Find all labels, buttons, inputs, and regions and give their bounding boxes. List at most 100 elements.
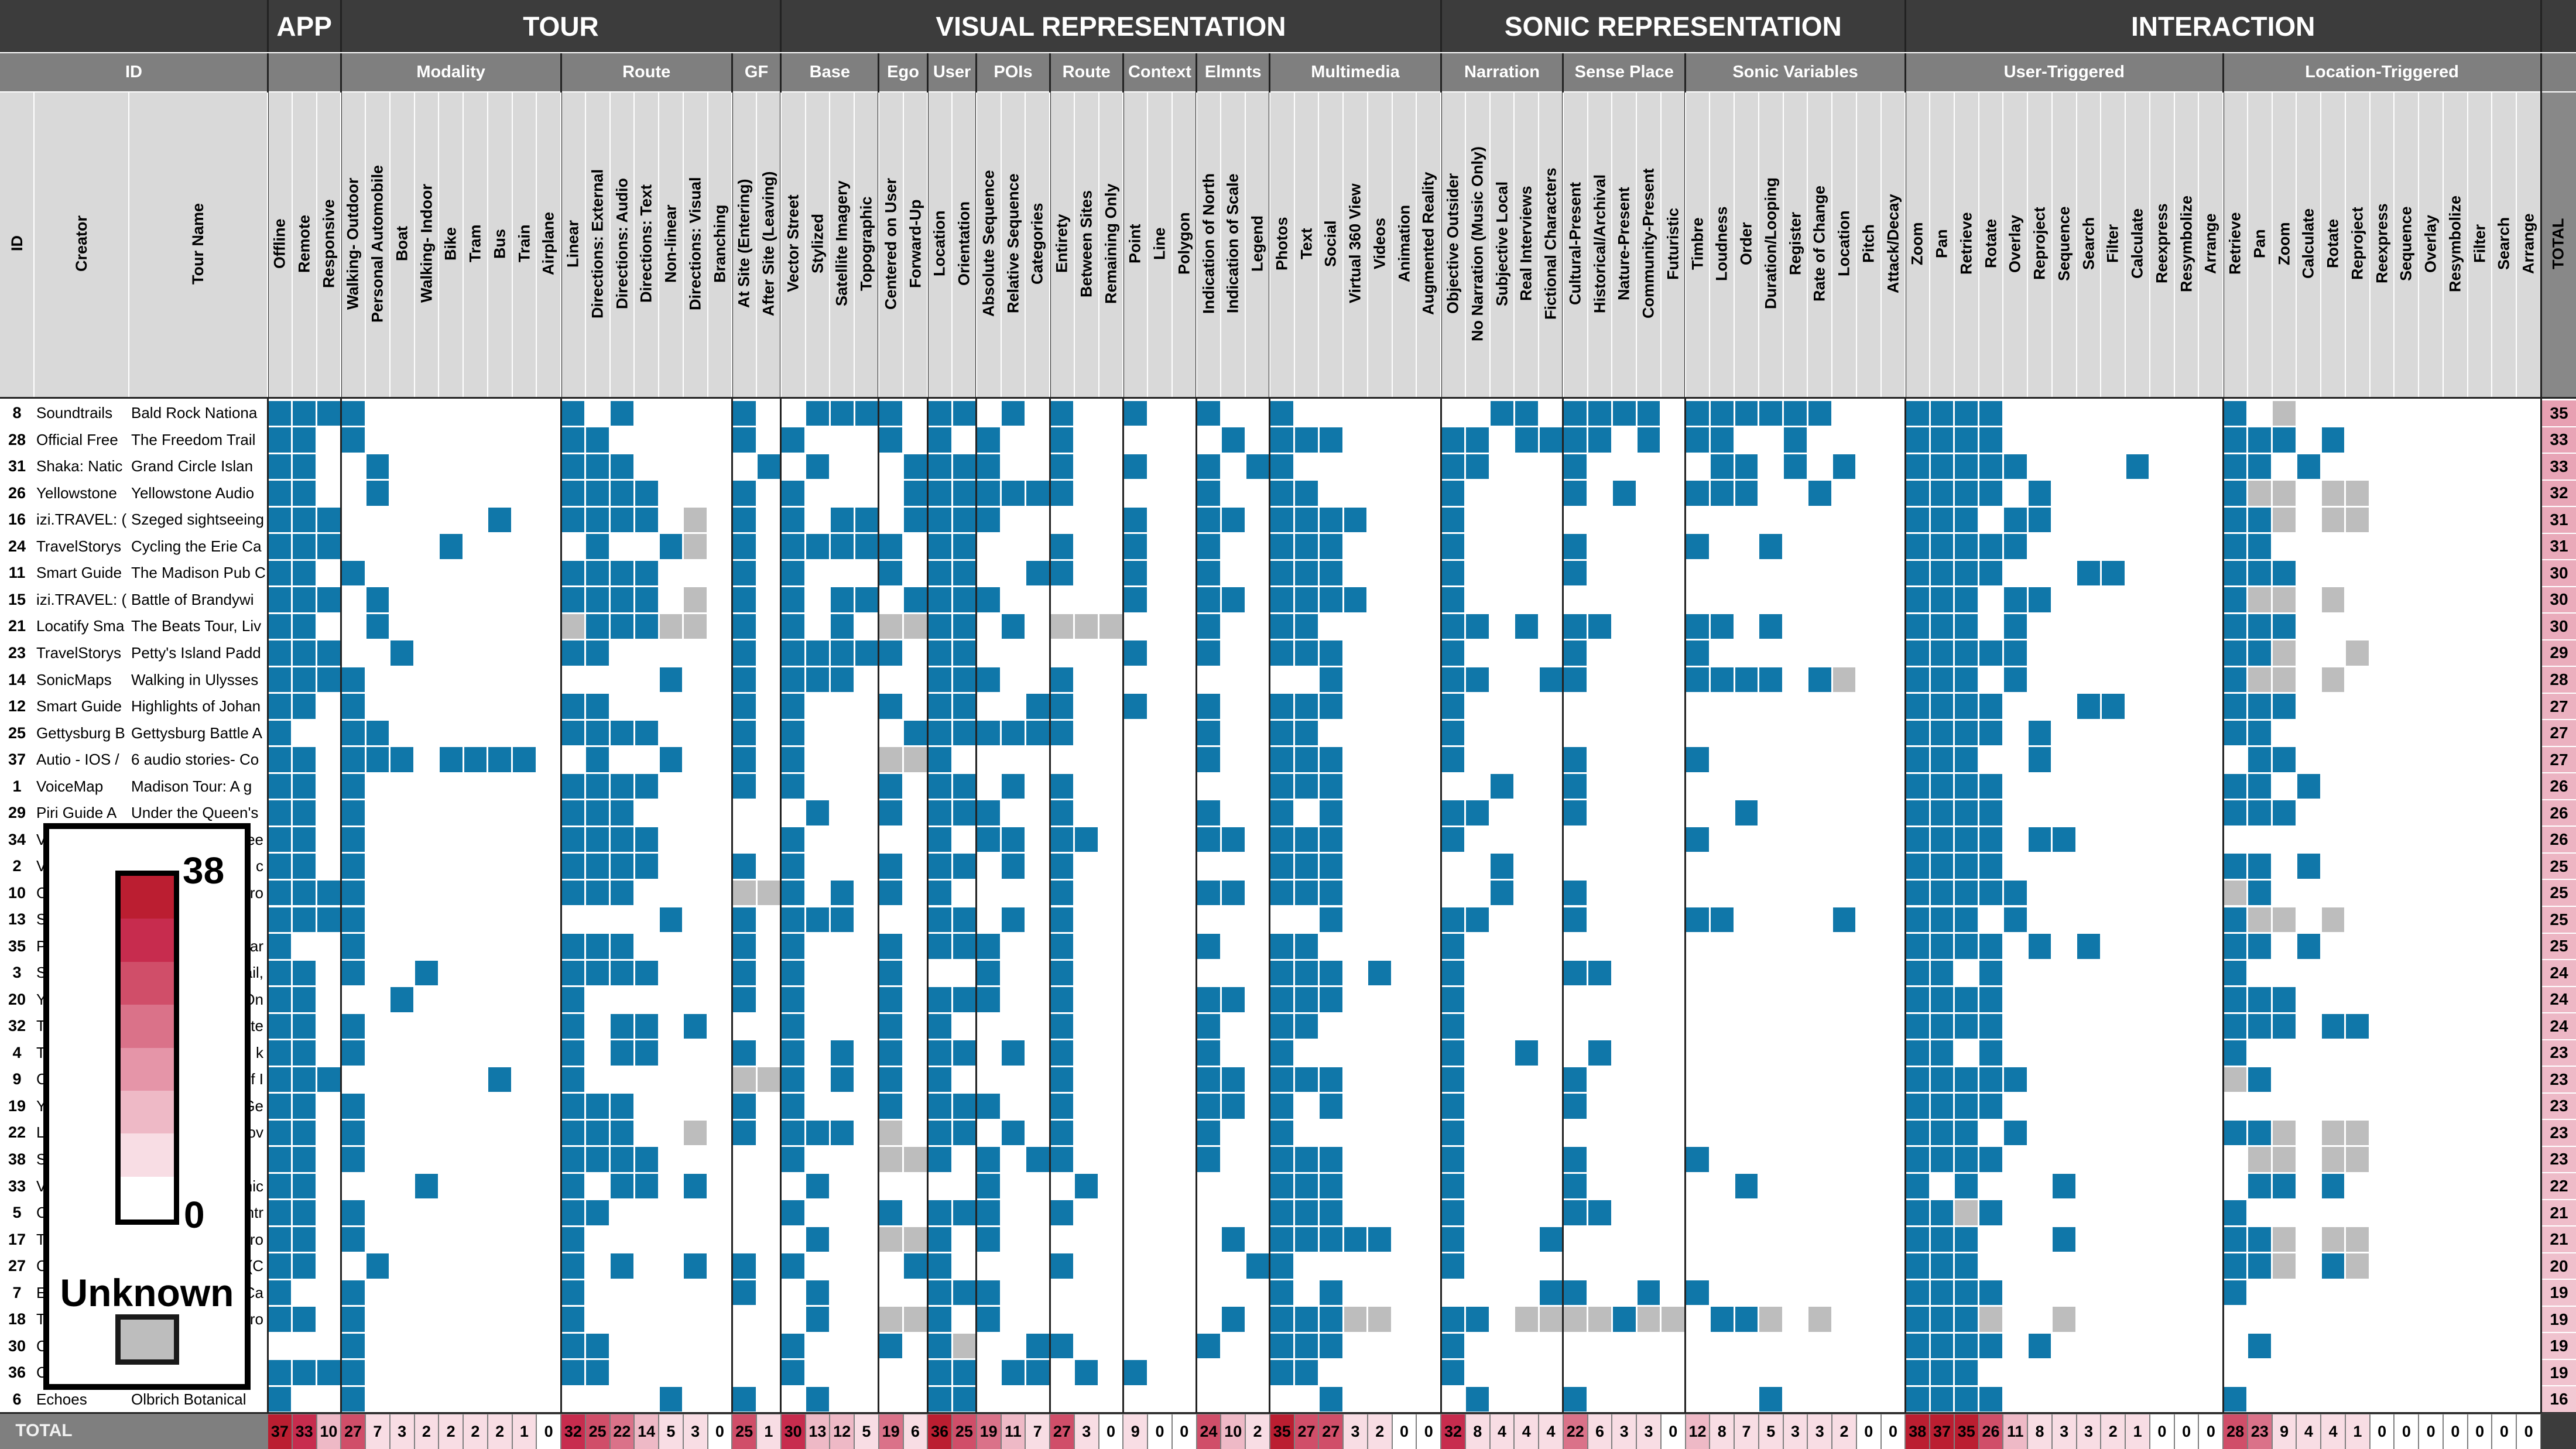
cell-present [1564,1094,1587,1119]
cell-present [1637,1280,1660,1306]
cell-present [953,481,976,506]
row-total: 25 [2542,853,2576,879]
cell-present [268,1307,292,1332]
cell-present [806,1120,829,1146]
cell-present [782,587,805,612]
cell-unknown [1979,1307,2002,1332]
column-divider [1245,93,1246,397]
cell-present [1270,1067,1294,1092]
cell-present [1441,800,1465,825]
cell-unknown [879,614,903,639]
row-tour-name: The Beats Tour, Liv [131,617,262,635]
column-header: Point [1126,224,1144,263]
column-header: Bus [491,228,509,259]
column-divider [1978,93,1979,397]
column-total: 13 [806,1414,830,1449]
cell-present [1955,507,1978,533]
cell-present [366,747,389,772]
column-total: 1 [2345,1414,2369,1449]
column-divider [2125,93,2126,397]
cell-present [293,1173,316,1199]
column-divider [2344,93,2346,397]
cell-present [268,1280,292,1306]
cell-present [1197,454,1220,479]
row-total: 23 [2542,1067,2576,1092]
cell-present [341,1120,365,1146]
cell-unknown [879,1147,903,1172]
subgroup-header: Location-Triggered [2305,63,2459,81]
cell-present [1441,667,1465,693]
column-total: 23 [2248,1414,2272,1449]
column-divider [1220,93,1222,397]
cell-present [1441,1227,1465,1252]
column-total: 6 [903,1414,927,1449]
row-creator: TravelStorys [36,537,121,555]
row-creator: Smart Guide [36,697,122,715]
column-header: Train [515,224,533,263]
column-total: 4 [2297,1414,2321,1449]
column-divider [902,93,904,397]
cell-present [2248,427,2272,453]
cell-present [977,827,1001,852]
cell-present [2077,694,2100,719]
cell-present [1735,800,1758,825]
cell-present [1295,747,1318,772]
cell-present [1906,614,1929,639]
cell-present [366,481,389,506]
row-creator: Echoes [36,1390,87,1408]
cell-present [782,694,805,719]
subgroup-divider [560,53,562,1449]
cell-present [1270,747,1294,772]
cell-unknown [2273,507,2296,533]
cell-present [1930,454,1954,479]
cell-present [1221,987,1245,1012]
column-divider [1684,93,1686,397]
cell-present [293,1040,316,1066]
column-divider [2467,93,2468,397]
cell-present [611,827,633,852]
cell-present [1955,534,1978,559]
cell-present [1735,1173,1758,1199]
cell-present [806,1307,829,1332]
row-tour-name: Gettysburg Battle A [131,724,263,742]
cell-present [1295,773,1318,799]
cell-present [1221,427,1245,453]
cell-present [1784,400,1807,426]
cell-present [879,1067,903,1092]
cell-present [1979,1147,2002,1172]
row-id: 21 [8,617,26,635]
cell-present [1686,1280,1709,1306]
cell-present [1955,880,1978,906]
cell-present [2273,1013,2296,1039]
cell-present [586,934,609,959]
row-total: 29 [2542,640,2576,666]
column-total: 2 [1832,1414,1856,1449]
cell-present [782,667,805,693]
cell-unknown [879,1307,903,1332]
row-id: 4 [12,1043,22,1061]
cell-present [1050,1200,1074,1225]
column-total: 3 [1344,1414,1367,1449]
cell-present [1539,427,1563,453]
row-tour-name: Highlights of Johan [131,697,261,715]
cell-present [586,720,609,746]
cell-present [1906,854,1929,879]
cell-present [293,880,316,906]
cell-present [2003,587,2027,612]
cell-present [1906,400,1929,426]
cell-present [1197,934,1220,959]
cell-present [928,1227,951,1252]
cell-present [928,827,951,852]
cell-present [782,1333,805,1359]
cell-present [953,694,976,719]
column-total: 7 [1026,1414,1050,1449]
cell-present [635,481,658,506]
legend-color-step [121,1176,174,1220]
cell-present [806,907,829,933]
cell-present [1466,1386,1489,1412]
cell-present [341,934,365,959]
cell-present [928,1200,951,1225]
cell-present [782,1147,805,1172]
cell-present [855,534,878,559]
row-id: 29 [8,804,26,822]
